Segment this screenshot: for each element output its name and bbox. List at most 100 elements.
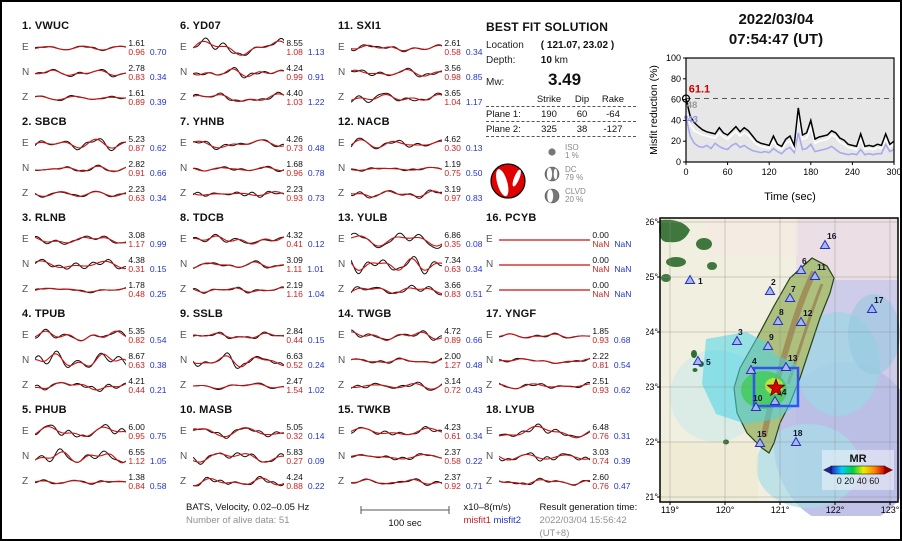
component-label: E [486, 426, 493, 437]
component-row-N: N 2.82 0.91 0.66 [22, 156, 176, 181]
alive-data-count: Number of alive data: 51 [186, 515, 290, 526]
waveform-plot [34, 190, 127, 198]
waveform-plot [192, 138, 285, 150]
amplitude-value: 2.47 [286, 375, 303, 386]
misfit2-value: 0.47 [613, 480, 631, 491]
amplitude-value: 2.61 [444, 37, 461, 48]
component-label: N [180, 163, 188, 174]
component-label: E [338, 330, 345, 341]
waveform-plot [34, 164, 127, 172]
svg-text:60: 60 [671, 95, 681, 105]
component-row-E: E 1.61 0.96 0.70 [22, 35, 176, 60]
component-label: N [180, 355, 188, 366]
location-value: ( 121.07, 23.02 ) [540, 40, 615, 51]
component-label: Z [338, 188, 345, 199]
waveform-plot [350, 381, 443, 391]
lat-tick-label: 22° [646, 437, 658, 447]
component-label: E [338, 234, 345, 245]
station-block-SXI1: 11. SXI1 E 2.61 0.58 0.34 N 3.56 0.98 0.85 Z 3.65 1… [338, 20, 492, 110]
misfit2-value: 1.02 [307, 384, 325, 395]
component-label: N [22, 259, 30, 270]
amplitude-value: 1.19 [444, 158, 461, 169]
component-row-Z: Z 4.24 0.88 0.22 [180, 469, 334, 494]
misfit1-value: 0.63 [128, 359, 145, 370]
station-number-label: 6 [802, 256, 807, 266]
amplitude-value: 1.38 [128, 471, 145, 482]
amplitude-value: 3.56 [444, 62, 461, 73]
component-row-Z: Z 2.23 0.93 0.73 [180, 181, 334, 206]
component-label: E [22, 42, 29, 53]
depth-value: 10 [540, 55, 552, 66]
component-row-Z: Z 3.14 0.72 0.43 [338, 373, 492, 398]
component-row-E: E 4.23 0.61 0.34 [338, 419, 492, 444]
amplitude-value: 1.85 [592, 325, 609, 336]
plane2-label: Plane 2: [486, 123, 521, 135]
amplitude-value: 6.63 [286, 350, 303, 361]
fit-values: 2.61 0.58 0.34 [444, 37, 492, 57]
waveform-plot [192, 66, 285, 78]
component-row-N: N 2.37 0.58 0.22 [338, 444, 492, 469]
fit-values: 3.08 1.17 0.99 [128, 230, 176, 249]
misfit1-value: 0.72 [444, 384, 461, 395]
time-scalebar: 100 sec [347, 505, 464, 539]
fit-values: 8.55 1.08 1.13 [286, 38, 334, 57]
misfit1-value: 1.54 [286, 384, 303, 395]
fit-values: 4.38 0.31 0.15 [128, 255, 176, 274]
misfit1-value: 0.89 [444, 334, 461, 345]
component-row-N: N 6.55 1.12 1.05 [22, 444, 176, 469]
misfit2-value: 0.85 [465, 71, 483, 82]
fit-values: 6.63 0.52 0.24 [286, 350, 334, 370]
plane2-rake: -127 [603, 123, 623, 135]
fit-values: 3.14 0.72 0.43 [444, 376, 492, 395]
component-row-N: N 2.00 1.27 0.48 [338, 348, 492, 373]
component-row-E: E 5.05 0.32 0.14 [180, 419, 334, 444]
component-row-Z: Z 1.38 0.84 0.58 [22, 469, 176, 494]
waveform-plot [34, 68, 127, 77]
misfit-reduction-chart: 0 60 120 180 240 300 0 20 40 60 80 100 61.1 48 43 Time … [648, 53, 900, 203]
waveform-plot [192, 165, 285, 172]
component-row-Z: Z 2.37 0.92 0.71 [338, 469, 492, 494]
component-row-E: E 2.61 0.58 0.34 [338, 35, 492, 60]
iso-row: ISO 1 % [544, 141, 586, 163]
component-row-Z: Z 4.40 1.03 1.22 [180, 85, 334, 110]
misfit1-value: 0.91 [128, 167, 145, 178]
beachball-icon [490, 163, 526, 199]
station-number-label: 3 [738, 327, 743, 337]
misfit2-value: 0.68 [613, 334, 631, 345]
component-row-Z: Z 3.19 0.97 0.83 [338, 181, 492, 206]
misfit2-value: 0.34 [465, 263, 483, 274]
depth-unit: km [551, 55, 569, 66]
svg-text:100: 100 [666, 53, 681, 63]
misfit2-value: 0.24 [307, 359, 325, 370]
component-row-Z: Z 3.66 0.83 0.51 [338, 277, 492, 302]
misfit2-value: 0.70 [149, 46, 167, 57]
component-label: Z [22, 92, 29, 103]
svg-text:120: 120 [762, 167, 777, 177]
misfit1-value: 1.03 [286, 96, 303, 107]
waveform-plot [34, 286, 127, 293]
component-row-Z: Z 2.47 1.54 1.02 [180, 373, 334, 398]
result-time-value: 2022/03/04 15:56:42 (UT+8) [539, 515, 627, 539]
fit-values: 0.00 NaN NaN [592, 280, 640, 299]
waveform-plot [34, 258, 127, 270]
amplitude-value: 4.32 [286, 229, 303, 240]
station-number-label: 8 [779, 307, 784, 317]
waveform-plot [350, 166, 443, 172]
station-marker-11 [809, 270, 821, 280]
misfit2-value: 0.14 [307, 430, 325, 441]
station-block-RLNB: 3. RLNB E 3.08 1.17 0.99 N 4.38 0.31 0.15 Z 1.78 0.… [22, 212, 176, 302]
misfit1-value: 1.08 [286, 46, 303, 57]
data-description: BATS, Velocity, 0.02–0.05 Hz [186, 502, 310, 513]
component-label: Z [486, 380, 493, 391]
best-fit-solution-panel: BEST FIT SOLUTION Location ( 121.07, 23.… [486, 20, 640, 212]
station-marker-4 [745, 364, 757, 374]
solution-title: BEST FIT SOLUTION [486, 20, 609, 34]
amplitude-value: 2.51 [592, 375, 609, 386]
col-rake: Rake [601, 93, 625, 105]
component-label: E [180, 138, 187, 149]
event-date: 2022/03/04 [738, 11, 814, 28]
misfit1-value: 0.96 [286, 167, 303, 178]
waveform-plot [498, 477, 591, 486]
misfit1-value: 1.12 [128, 455, 145, 466]
amplitude-value: 3.65 [444, 87, 461, 98]
